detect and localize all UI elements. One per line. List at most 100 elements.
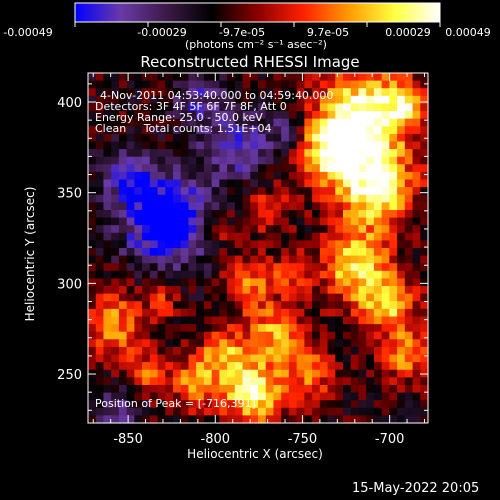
heatmap-cell <box>227 331 236 340</box>
heatmap-cell <box>327 407 336 416</box>
heatmap-cell <box>88 400 97 409</box>
heatmap-cell <box>281 103 290 112</box>
heatmap-cell <box>366 263 375 272</box>
heatmap-cell <box>95 88 105 97</box>
y-tick-label: 350 <box>57 187 82 202</box>
heatmap-cell <box>358 384 367 394</box>
heatmap-cell <box>273 103 282 112</box>
heatmap-cell <box>118 301 128 310</box>
heatmap-cell <box>95 301 105 310</box>
heatmap-cell <box>149 95 159 105</box>
heatmap-cell <box>134 354 143 363</box>
heatmap-cell <box>242 232 251 241</box>
heatmap-cell <box>180 202 190 211</box>
heatmap-cell <box>265 103 275 112</box>
heatmap-cell <box>358 346 367 356</box>
heatmap-cell <box>366 126 375 135</box>
heatmap-cell <box>312 73 321 82</box>
heatmap-cell <box>358 232 367 241</box>
heatmap-cell <box>373 377 383 386</box>
heatmap-cell <box>350 400 360 409</box>
heatmap-cell <box>404 384 414 394</box>
heatmap-cell <box>358 149 367 158</box>
heatmap-cell <box>142 232 151 241</box>
heatmap-cell <box>258 377 267 386</box>
heatmap-cell <box>335 141 344 150</box>
heatmap-cell <box>366 377 375 386</box>
heatmap-cell <box>126 270 135 280</box>
heatmap-cell <box>196 286 205 295</box>
heatmap-cell <box>203 331 213 340</box>
heatmap-cell <box>358 240 367 249</box>
heatmap-cell <box>397 278 406 287</box>
heatmap-cell <box>103 324 112 333</box>
heatmap-cell <box>95 126 105 135</box>
heatmap-cell <box>149 133 159 143</box>
heatmap-cell <box>250 103 259 112</box>
heatmap-cell <box>366 73 375 82</box>
heatmap-cell <box>234 126 244 135</box>
heatmap-cell <box>134 118 143 127</box>
heatmap-cell <box>412 209 421 219</box>
heatmap-cell <box>319 316 329 325</box>
heatmap-cell <box>288 164 298 173</box>
heatmap-cell <box>180 362 190 371</box>
heatmap-cell <box>173 179 182 188</box>
heatmap-cell <box>381 316 390 325</box>
heatmap-cell <box>242 209 251 219</box>
heatmap-cell <box>196 339 205 348</box>
heatmap-cell <box>381 225 390 234</box>
heatmap-cell <box>242 133 251 143</box>
heatmap-cell <box>420 384 429 394</box>
heatmap-cell <box>211 187 220 196</box>
heatmap-cell <box>211 354 220 363</box>
heatmap-cell <box>103 362 112 371</box>
heatmap-cell <box>211 164 220 173</box>
heatmap-cell <box>343 316 352 325</box>
heatmap-cell <box>273 339 282 348</box>
heatmap-cell <box>227 179 236 188</box>
heatmap-cell <box>366 217 375 226</box>
heatmap-cell <box>358 362 367 371</box>
heatmap-cell <box>95 179 105 188</box>
heatmap-cell <box>358 80 367 89</box>
heatmap-cell <box>304 270 313 280</box>
heatmap-cell <box>265 156 275 165</box>
heatmap-cell <box>142 80 151 89</box>
heatmap-cell <box>288 95 298 105</box>
heatmap-cell <box>88 407 97 416</box>
heatmap-cell <box>149 362 159 371</box>
heatmap-cell <box>281 263 290 272</box>
heatmap-cell <box>312 293 321 302</box>
heatmap-cell <box>358 308 367 318</box>
heatmap-cell <box>366 255 375 264</box>
heatmap-cell <box>111 133 120 143</box>
heatmap-cell <box>281 369 290 378</box>
heatmap-cell <box>343 111 352 120</box>
heatmap-cell <box>118 95 128 105</box>
heatmap-cell <box>203 263 213 272</box>
heatmap-cell <box>203 384 213 394</box>
heatmap-cell <box>350 339 360 348</box>
heatmap-cell <box>111 346 120 356</box>
heatmap-cell <box>219 240 228 249</box>
heatmap-cell <box>397 202 406 211</box>
heatmap-cell <box>227 255 236 264</box>
heatmap-cell <box>203 407 213 416</box>
heatmap-cell <box>149 240 159 249</box>
heatmap-cell <box>203 286 213 295</box>
heatmap-cell <box>157 248 166 257</box>
heatmap-cell <box>250 80 259 89</box>
heatmap-cell <box>188 240 197 249</box>
heatmap-cell <box>397 179 406 188</box>
heatmap-cell <box>134 248 143 257</box>
heatmap-cell <box>118 194 128 203</box>
heatmap-cell <box>258 263 267 272</box>
heatmap-cell <box>350 255 360 264</box>
heatmap-cell <box>420 286 429 295</box>
heatmap-cell <box>296 232 305 241</box>
heatmap-cell <box>111 156 120 165</box>
heatmap-cell <box>258 301 267 310</box>
heatmap-cell <box>250 126 259 135</box>
